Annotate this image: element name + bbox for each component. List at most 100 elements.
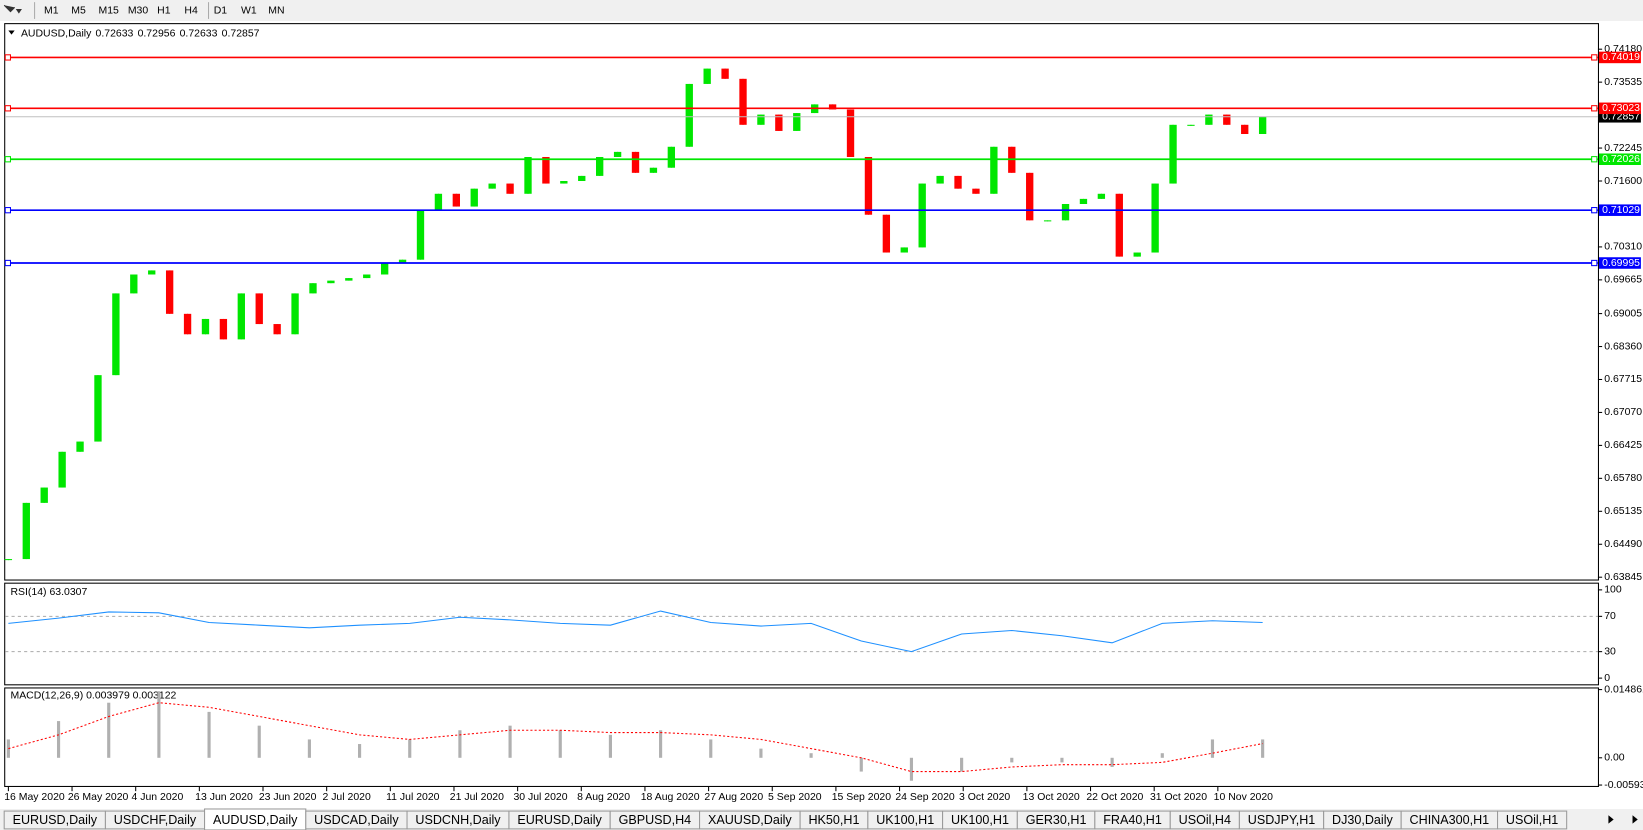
tab[interactable]: HK50,H1: [808, 813, 859, 827]
macd-bar: [157, 691, 161, 758]
x-tick-label: 24 Sep 2020: [895, 792, 955, 803]
candle: [775, 114, 783, 131]
y-tick-label: 0.69665: [1604, 275, 1642, 286]
macd-bar: [508, 725, 512, 758]
level-tag: [1598, 102, 1641, 115]
macd-bar: [107, 702, 111, 758]
x-tick-label: 3 Oct 2020: [959, 792, 1010, 803]
level-label: 0.73023: [1602, 103, 1640, 114]
high: 0.72956: [138, 28, 176, 39]
candle: [58, 451, 66, 488]
timeframe-button[interactable]: MN: [268, 5, 284, 16]
candle: [1151, 183, 1159, 253]
tab[interactable]: AUDUSD,Daily: [213, 813, 298, 827]
tab[interactable]: GBPUSD,H4: [619, 813, 692, 827]
x-tick-label: 26 May 2020: [68, 792, 129, 803]
tab[interactable]: USDJPY,H1: [1248, 813, 1316, 827]
level-handle[interactable]: [1591, 54, 1598, 61]
timeframe-button[interactable]: M5: [71, 5, 86, 16]
macd-bar: [307, 739, 311, 758]
toolbar-icon[interactable]: [3, 4, 22, 14]
candle: [685, 83, 693, 147]
level-label: 0.71029: [1602, 205, 1640, 216]
x-tick-label: 4 Jun 2020: [132, 792, 184, 803]
candle: [524, 156, 532, 194]
x-tick-label: 16 May 2020: [4, 792, 65, 803]
tab[interactable]: GER30,H1: [1026, 813, 1087, 827]
candle: [398, 259, 407, 263]
y-tick-label: 0.72245: [1604, 143, 1642, 154]
tab[interactable]: UK100,H1: [876, 813, 934, 827]
level-label: 0.69995: [1602, 258, 1640, 269]
y-tick-label: 70: [1604, 611, 1616, 622]
y-tick-label: -0.005938: [1604, 780, 1643, 791]
macd-bar: [558, 730, 562, 758]
candle: [739, 78, 747, 125]
tab[interactable]: EURUSD,Daily: [517, 813, 602, 827]
timeframe-button[interactable]: M15: [98, 5, 119, 16]
y-tick-label: 0.67715: [1604, 374, 1642, 385]
candle: [882, 214, 891, 253]
level-handle[interactable]: [4, 259, 12, 267]
timeframe-button[interactable]: M1: [44, 5, 59, 16]
y-tick-label: 0.73535: [1604, 77, 1642, 88]
dropdown-arrow[interactable]: [8, 30, 15, 35]
tab[interactable]: USDCHF,Daily: [114, 813, 197, 827]
candle: [291, 293, 299, 335]
x-tick-label: 5 Sep 2020: [768, 792, 822, 803]
candle: [309, 283, 317, 294]
macd-title: MACD(12,26,9) 0.003979 0.003122: [10, 691, 176, 702]
candle: [1115, 193, 1123, 257]
level-label: 0.72026: [1602, 154, 1640, 165]
signal-line: [8, 702, 1263, 773]
tab[interactable]: EURUSD,Daily: [13, 813, 98, 827]
level-handle[interactable]: [4, 105, 12, 112]
tab[interactable]: USDCNH,Daily: [415, 813, 501, 827]
y-tick-label: 0.64490: [1604, 539, 1642, 550]
candle: [76, 441, 84, 452]
x-tick-label: 8 Aug 2020: [577, 792, 630, 803]
macd-bar: [1110, 757, 1114, 767]
level-handle[interactable]: [1591, 156, 1598, 163]
macd-bar: [659, 730, 663, 758]
candle: [972, 188, 980, 194]
timeframe-button[interactable]: W1: [241, 5, 257, 16]
x-tick-label: 30 Jul 2020: [513, 792, 567, 803]
candle: [94, 375, 102, 442]
candle: [560, 181, 568, 184]
candle: [273, 324, 281, 335]
tab[interactable]: DJ30,Daily: [1332, 813, 1393, 827]
tab[interactable]: USOil,H1: [1506, 813, 1558, 827]
level-handle[interactable]: [1591, 207, 1598, 214]
y-tick-label: 30: [1604, 646, 1616, 657]
tab[interactable]: FRA40,H1: [1103, 813, 1162, 827]
tab[interactable]: USDCAD,Daily: [314, 813, 399, 827]
tab[interactable]: XAUUSD,Daily: [708, 813, 792, 827]
timeframe-button[interactable]: H4: [184, 5, 198, 16]
timeframe-button[interactable]: D1: [214, 5, 228, 16]
last-price-tag: [1598, 111, 1641, 123]
y-tick-label: 0.00: [1604, 753, 1625, 764]
macd-bar: [960, 757, 964, 772]
tab[interactable]: CHINA300,H1: [1410, 813, 1490, 827]
candle: [165, 270, 174, 314]
y-tick-label: 0.67070: [1604, 407, 1642, 418]
level-handle[interactable]: [1591, 259, 1598, 267]
candle: [112, 293, 120, 376]
tab[interactable]: UK100,H1: [951, 813, 1009, 827]
chart-header: AUDUSD,Daily 0.72633 0.72956 0.72633 0.72857: [21, 28, 260, 39]
candle: [506, 183, 514, 194]
candle: [22, 502, 30, 560]
candle: [721, 68, 729, 79]
level-handle[interactable]: [4, 54, 12, 61]
level-handle[interactable]: [4, 156, 12, 163]
macd-bar: [1160, 753, 1164, 758]
level-handle[interactable]: [1591, 105, 1598, 112]
level-handle[interactable]: [4, 207, 12, 214]
open: 0.72633: [96, 28, 134, 39]
tab[interactable]: USOil,H4: [1179, 813, 1231, 827]
timeframe-button[interactable]: M30: [128, 5, 149, 16]
timeframe-button[interactable]: H1: [157, 5, 171, 16]
candle: [40, 487, 48, 503]
candle: [828, 104, 837, 110]
